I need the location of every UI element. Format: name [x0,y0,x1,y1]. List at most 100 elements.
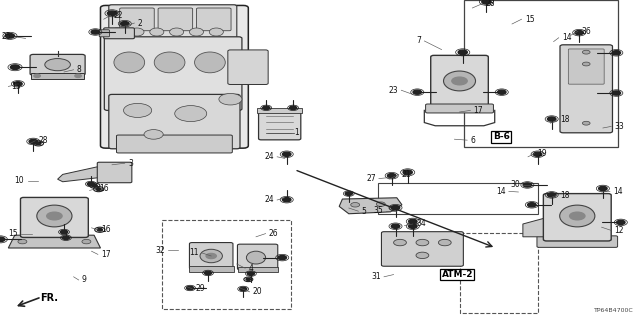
Text: 18: 18 [560,116,570,124]
Circle shape [97,228,102,231]
FancyBboxPatch shape [228,50,268,84]
Circle shape [403,170,412,175]
Ellipse shape [559,205,595,227]
Circle shape [523,183,532,187]
Polygon shape [339,198,402,214]
Text: 6: 6 [470,136,476,145]
FancyBboxPatch shape [109,94,240,149]
FancyBboxPatch shape [237,244,278,270]
Circle shape [5,34,15,38]
Text: 10: 10 [15,176,24,185]
Ellipse shape [110,28,124,36]
FancyBboxPatch shape [120,8,154,31]
Circle shape [408,224,417,228]
FancyBboxPatch shape [189,266,234,272]
Text: 14: 14 [613,187,623,196]
Circle shape [219,93,242,105]
Text: 20: 20 [253,287,262,296]
Bar [162,220,291,309]
Text: 14: 14 [496,187,506,196]
FancyBboxPatch shape [426,104,493,113]
Circle shape [96,188,101,190]
FancyBboxPatch shape [537,236,618,247]
Bar [460,233,538,313]
Circle shape [108,11,116,16]
Circle shape [582,62,590,66]
Circle shape [351,203,360,207]
Circle shape [416,252,429,259]
Circle shape [438,239,451,246]
Text: 8: 8 [77,65,81,74]
FancyBboxPatch shape [104,28,134,39]
Ellipse shape [189,28,204,36]
FancyBboxPatch shape [568,49,604,84]
Ellipse shape [150,28,164,36]
Circle shape [239,287,247,291]
Ellipse shape [209,28,223,36]
Circle shape [175,106,207,122]
Circle shape [60,230,68,234]
Text: 12: 12 [614,226,624,235]
Circle shape [92,184,97,187]
Circle shape [263,106,270,109]
Text: 4: 4 [248,264,253,273]
Text: 16: 16 [99,184,109,193]
Text: 27: 27 [366,174,376,183]
Text: 28: 28 [485,0,495,8]
Circle shape [47,212,62,220]
Circle shape [387,173,396,178]
Circle shape [408,219,417,224]
Text: FR.: FR. [40,292,58,303]
Circle shape [10,65,20,69]
Ellipse shape [170,28,184,36]
Circle shape [34,74,40,77]
Circle shape [547,117,556,121]
FancyBboxPatch shape [560,45,612,133]
FancyBboxPatch shape [104,37,242,110]
Text: TP64B4700C: TP64B4700C [594,308,634,313]
Circle shape [497,90,506,94]
Text: 21: 21 [402,170,412,179]
Circle shape [187,286,193,290]
Ellipse shape [195,52,225,73]
Text: 15: 15 [8,229,18,238]
Circle shape [616,220,625,225]
Circle shape [29,139,38,144]
Text: 28: 28 [38,136,48,145]
Text: 25: 25 [2,32,12,41]
Circle shape [91,30,100,34]
Text: 33: 33 [614,122,624,131]
Circle shape [416,239,429,246]
Circle shape [533,152,542,156]
Bar [464,0,618,147]
Text: 5: 5 [362,207,367,216]
Bar [378,183,538,214]
Ellipse shape [200,249,223,263]
Text: 1: 1 [294,128,299,137]
Circle shape [527,203,536,207]
Text: 19: 19 [538,149,547,158]
Circle shape [282,152,291,156]
FancyBboxPatch shape [543,194,611,241]
Text: 9: 9 [82,276,87,284]
Text: 16: 16 [101,225,111,234]
FancyBboxPatch shape [20,197,88,237]
FancyBboxPatch shape [189,243,233,269]
Ellipse shape [444,71,476,91]
Circle shape [13,82,22,86]
Text: 32: 32 [156,246,165,255]
Text: 24: 24 [264,196,274,204]
Circle shape [482,0,491,4]
Ellipse shape [246,251,266,264]
Bar [257,108,302,113]
Text: 15: 15 [525,15,534,24]
Text: B-6: B-6 [493,132,509,141]
FancyBboxPatch shape [431,55,488,111]
FancyBboxPatch shape [196,8,231,31]
Text: 24: 24 [264,152,274,161]
Ellipse shape [45,59,70,71]
Text: 30: 30 [510,180,520,189]
Text: 7: 7 [416,36,421,45]
Circle shape [0,237,5,242]
Text: 18: 18 [560,191,570,200]
